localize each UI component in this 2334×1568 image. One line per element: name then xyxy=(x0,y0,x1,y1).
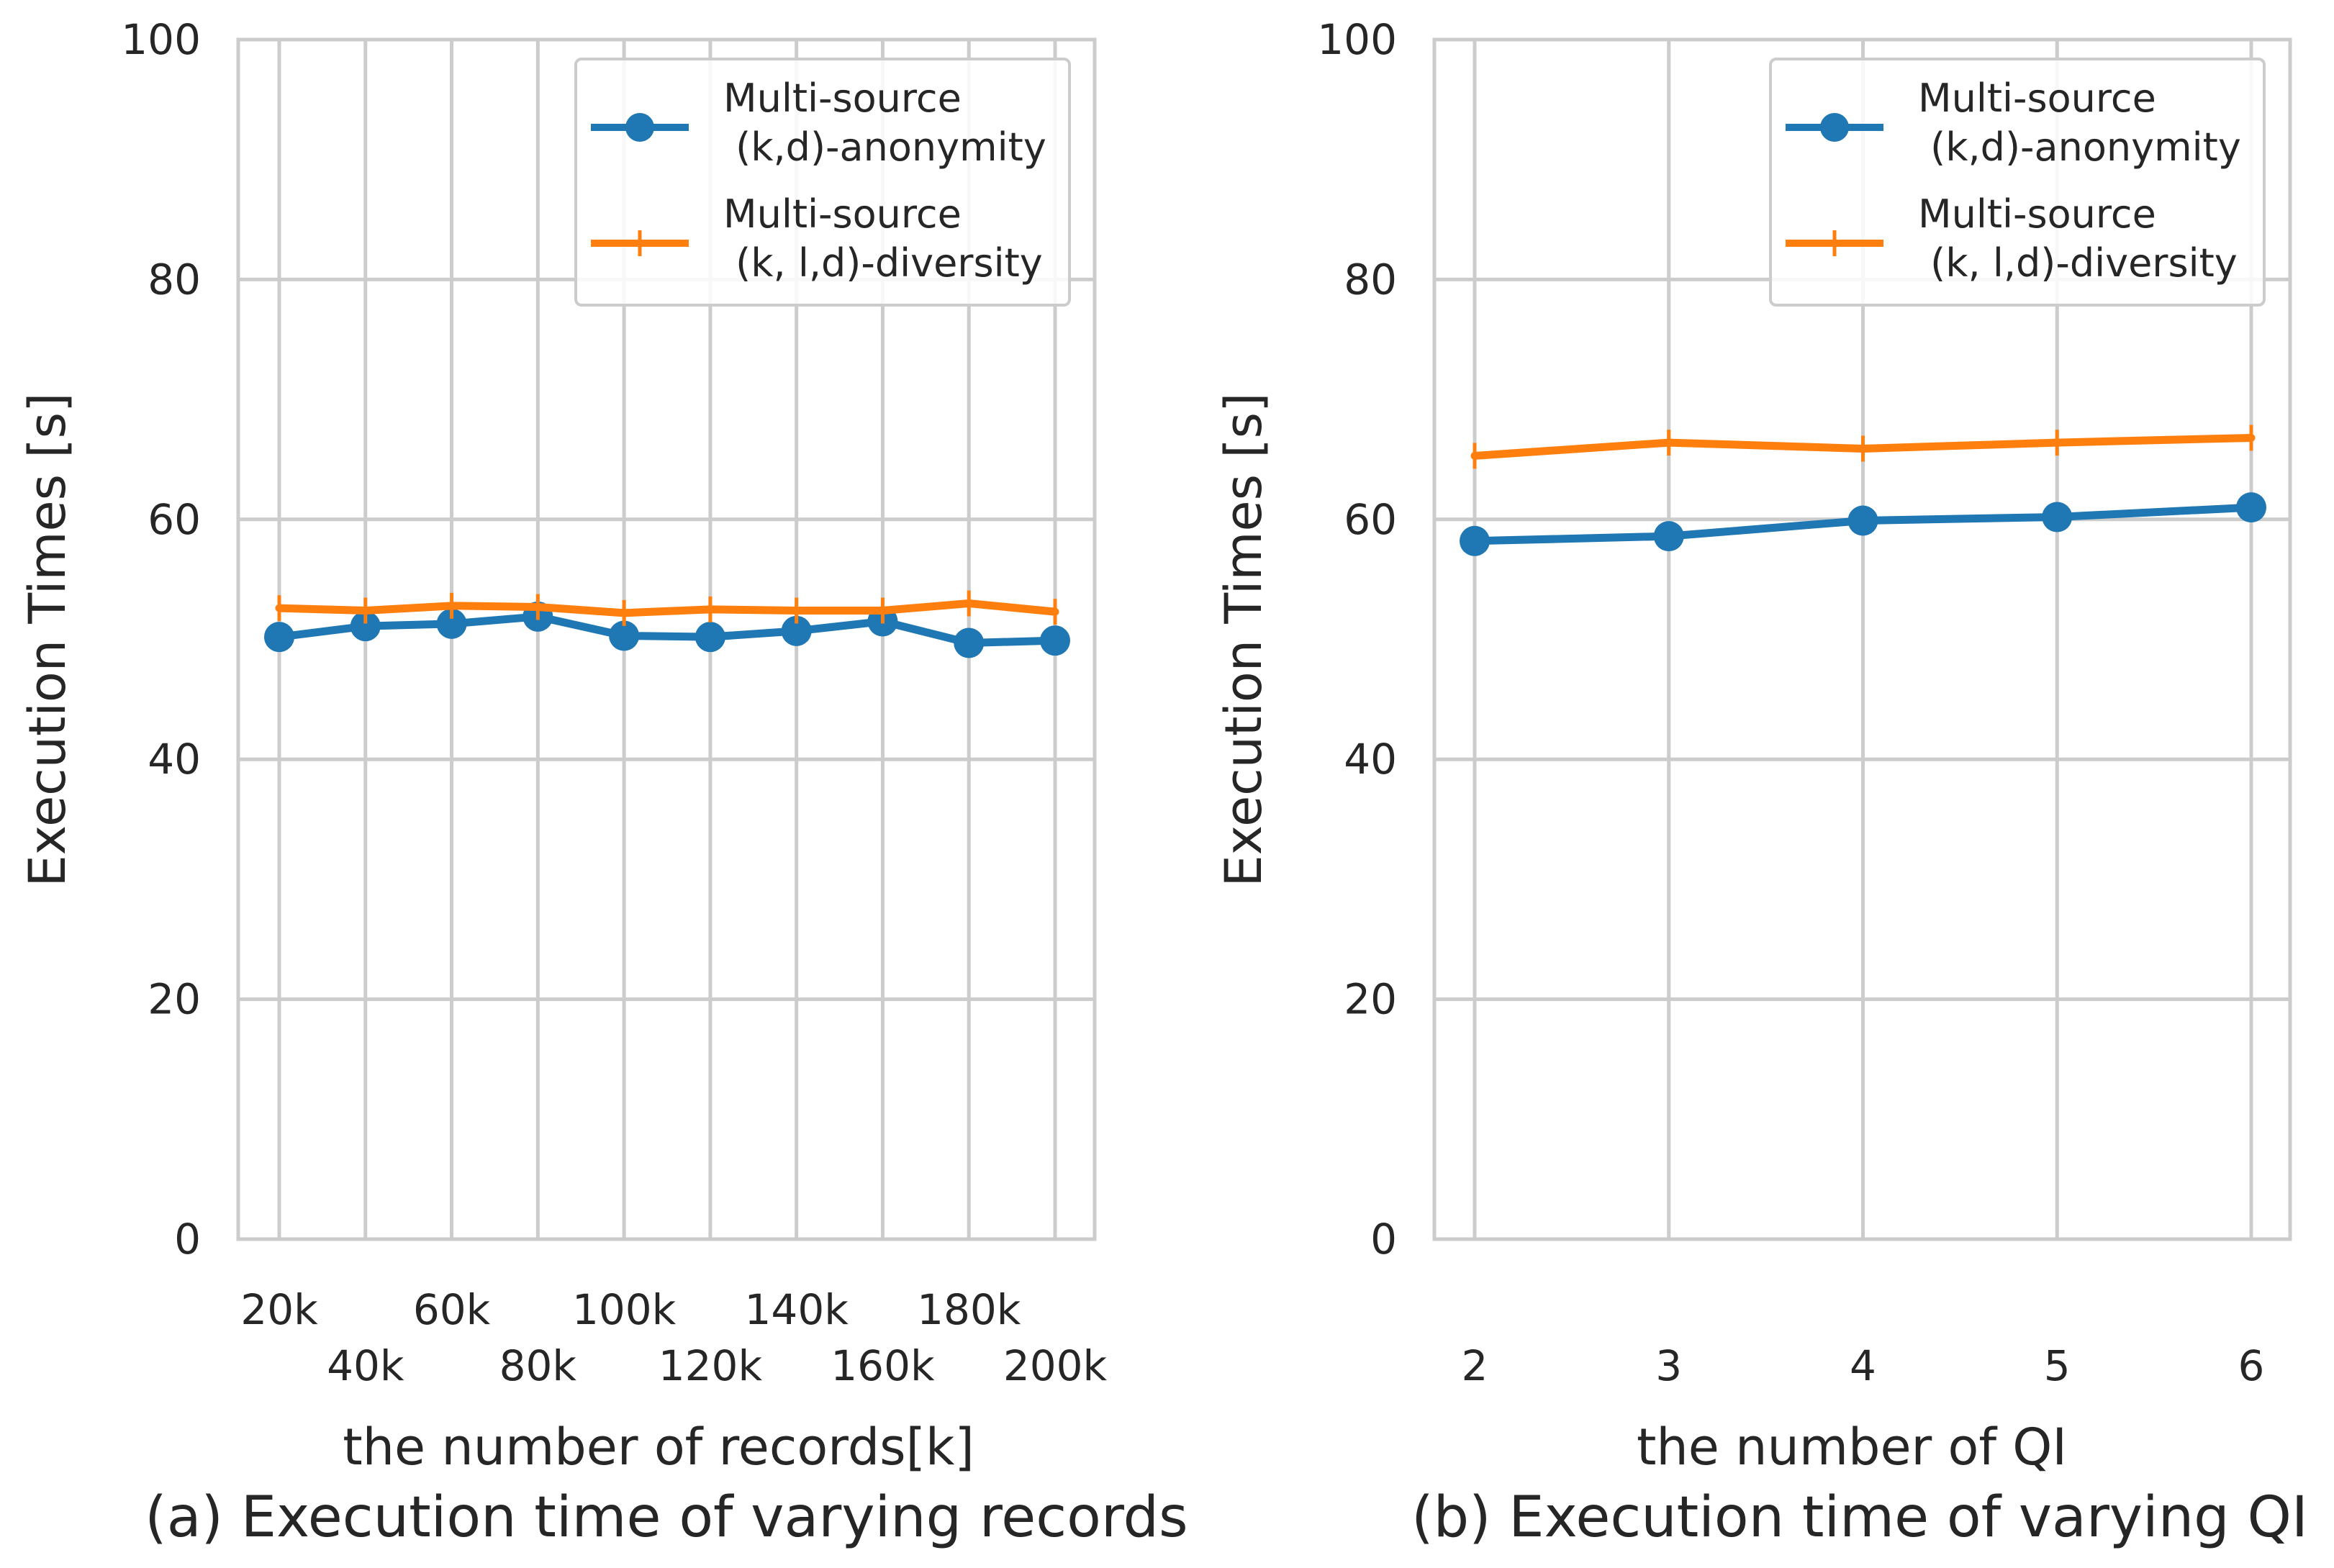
chart-a-legend-marker-series1 xyxy=(625,113,654,142)
chart-a-x-tick-label: 100k xyxy=(572,1285,677,1334)
chart-a-y-tick-label: 100 xyxy=(121,15,201,64)
chart-b-x-tick-label: 4 xyxy=(1850,1341,1876,1390)
chart-a-x-tick-label: 40k xyxy=(327,1341,404,1390)
chart-b-y-tick-label: 80 xyxy=(1344,255,1397,304)
chart-a-legend-label-series1-line1: Multi-source xyxy=(723,76,962,121)
chart-a-x-tick-label: 200k xyxy=(1003,1341,1108,1390)
chart-a-x-tick-label: 80k xyxy=(499,1341,577,1390)
chart-a-series-1-point xyxy=(609,620,640,651)
chart-a-plot-frame xyxy=(236,37,1097,1241)
chart-a-x-axis-label: the number of records[k] xyxy=(343,1418,974,1477)
chart-a-legend-box xyxy=(574,58,1071,307)
chart-a-y-tick-label: 0 xyxy=(174,1215,201,1264)
chart-b-y-tick-label: 100 xyxy=(1317,15,1397,64)
chart-b-legend: Multi-source (k,d)-anonymity Multi-sourc… xyxy=(1769,58,2266,307)
chart-b-series xyxy=(1460,425,2266,556)
chart-a-legend-label-series1-line2: (k,d)-anonymity xyxy=(723,124,1046,170)
chart-a-x-tick-label: 180k xyxy=(917,1285,1021,1334)
chart-a-series-2-line xyxy=(275,599,1059,617)
chart-b-legend-box xyxy=(1769,58,2266,307)
chart-b-legend-label-series1-line1: Multi-source xyxy=(1918,76,2156,121)
chart-a-y-axis-label: Execution Times [s] xyxy=(18,393,77,887)
chart-b-caption: (b) Execution time of varying QI xyxy=(1411,1485,2308,1550)
chart-a-y-tick-labels: 0 20 40 60 80 100 xyxy=(121,15,201,1264)
chart-a-x-tick-label: 120k xyxy=(659,1341,763,1390)
chart-b-series-1-point xyxy=(1653,521,1684,552)
chart-a-series-1-point xyxy=(350,611,381,642)
chart-b-legend-label-series2-line2: (k, l,d)-diversity xyxy=(1918,240,2238,286)
chart-b-series-1-point xyxy=(1847,505,1878,536)
chart-a-y-tick-label: 60 xyxy=(148,495,201,544)
chart-a-y-tick-label: 40 xyxy=(148,735,201,784)
chart-a-x-tick-label: 160k xyxy=(831,1341,935,1390)
chart-b-x-tick-label: 6 xyxy=(2238,1341,2265,1390)
chart-b-y-axis-label: Execution Times [s] xyxy=(1214,393,1273,887)
chart-b-x-tick-label: 3 xyxy=(1655,1341,1682,1390)
chart-b-series-1-point xyxy=(1460,525,1490,556)
chart-a-x-tick-label: 60k xyxy=(413,1285,491,1334)
chart-b-x-tick-label: 5 xyxy=(2044,1341,2071,1390)
chart-a-x-tick-label: 20k xyxy=(240,1285,318,1334)
chart-b-y-tick-label: 60 xyxy=(1344,495,1397,544)
chart-a-x-tick-label: 140k xyxy=(745,1285,849,1334)
chart-b-legend-marker-series1 xyxy=(1820,113,1849,142)
chart-a-series-1-point xyxy=(1040,625,1070,656)
chart-b-series-1-point xyxy=(2236,492,2266,523)
chart-panel-b: 0 20 40 60 80 100 2 3 4 5 6 Execution Times [s] t… xyxy=(1214,15,2308,1550)
chart-b-x-tick-label: 2 xyxy=(1462,1341,1488,1390)
chart-b-series-1-point xyxy=(2042,502,2073,533)
chart-b-x-tick-labels: 2 3 4 5 6 xyxy=(1462,1341,2265,1390)
chart-b-legend-label-series1-line2: (k,d)-anonymity xyxy=(1918,124,2241,170)
chart-a-legend-label-series2-line1: Multi-source xyxy=(723,191,962,237)
chart-a-series xyxy=(264,590,1070,658)
chart-b-y-tick-label: 20 xyxy=(1344,975,1397,1024)
chart-a-y-tick-label: 80 xyxy=(148,255,201,304)
chart-a-series-1-point xyxy=(264,622,294,653)
chart-b-plot-frame xyxy=(1432,37,2292,1241)
chart-a-y-tick-label: 20 xyxy=(148,975,201,1024)
chart-b-y-tick-labels: 0 20 40 60 80 100 xyxy=(1317,15,1397,1264)
chart-a-series-1-point xyxy=(781,615,812,646)
chart-a-series-1-point xyxy=(695,622,725,653)
chart-b-x-axis-label: the number of QI xyxy=(1637,1418,2067,1477)
chart-a-caption: (a) Execution time of varying records xyxy=(145,1485,1188,1550)
chart-b-legend-label-series2-line1: Multi-source xyxy=(1918,191,2156,237)
chart-b-y-tick-label: 40 xyxy=(1344,735,1397,784)
chart-a-legend-label-series2-line2: (k, l,d)-diversity xyxy=(723,240,1043,286)
chart-a-series-1-point xyxy=(436,608,467,639)
chart-a-series-1-point xyxy=(954,627,985,658)
chart-b-y-tick-label: 0 xyxy=(1370,1215,1397,1264)
chart-a-legend: Multi-source (k,d)-anonymity Multi-sourc… xyxy=(574,58,1071,307)
chart-a-series-1-line xyxy=(275,612,1059,648)
